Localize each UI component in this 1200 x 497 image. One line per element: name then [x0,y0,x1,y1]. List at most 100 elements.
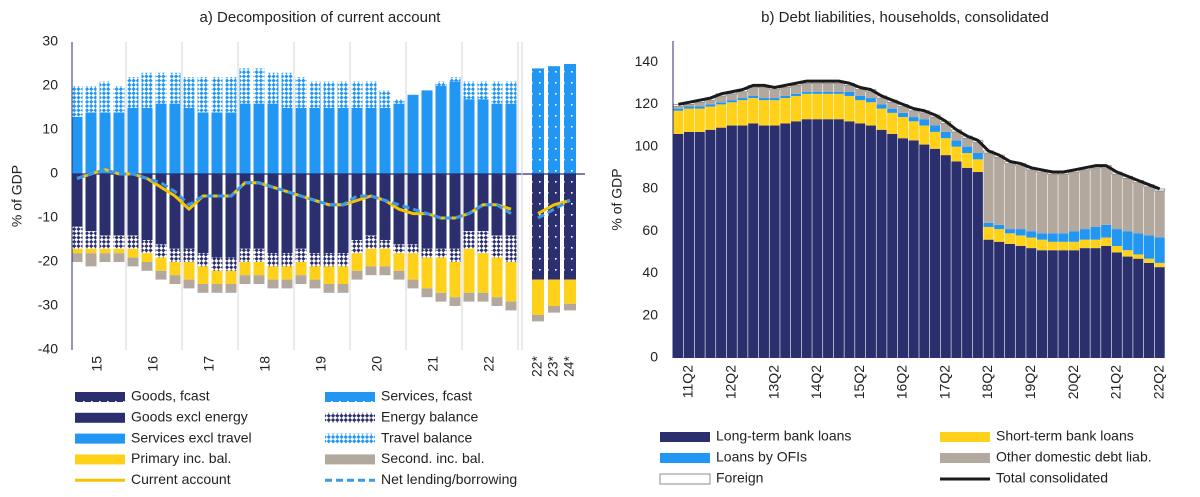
y-tick-label: 30 [42,33,58,49]
bar-segment [99,174,111,236]
bar-segment [211,284,223,293]
bar-segment [994,241,1005,358]
bar-segment [844,121,855,358]
bar-segment [99,235,111,249]
bar-segment [1122,231,1133,251]
bar-segment [449,297,461,306]
bar-segment [253,174,265,249]
y-tick-label: 0 [50,165,58,181]
bar-segment [267,103,279,174]
bar-segment [393,270,405,280]
bar-segment [169,262,181,276]
bar-segment [532,68,544,174]
bar-segment [548,66,560,174]
bar-segment [683,106,695,109]
bar-segment [421,288,433,298]
legend-label: Other domestic debt liab. [996,449,1152,465]
bar-segment [267,72,279,104]
bar-segment [833,91,844,94]
bar-segment [726,102,737,126]
bar-segment [823,119,834,359]
bar-segment [239,275,251,284]
bar-segment [491,297,503,306]
bar-segment [85,253,97,267]
year-label: 22 [481,356,497,372]
y-tick-label: -40 [38,341,58,357]
bar-segment [1154,267,1165,358]
bar-segment [673,106,684,109]
bar-segment [780,123,791,358]
bar-segment [505,81,517,104]
legend-label: Long-term bank loans [716,428,851,444]
bar-segment [876,104,887,109]
bar-segment [295,108,307,174]
bar-segment [463,81,475,100]
bar-segment [127,174,139,236]
bar-segment [127,257,139,267]
bar-segment [972,142,983,154]
bar-segment [71,248,83,254]
bar-segment [197,284,209,293]
bar-segment [1143,186,1155,236]
bar-segment [833,93,844,120]
bar-segment [491,81,503,104]
bar-segment [919,112,930,120]
bar-segment [887,102,898,109]
bar-segment [983,239,994,358]
bar-segment [780,98,791,124]
bar-segment [940,138,951,156]
bar-segment [225,257,237,271]
bar-segment [281,72,293,108]
bar-segment [844,91,855,96]
bar-segment [281,279,293,289]
bar-segment [683,131,695,358]
bar-segment [1015,165,1026,230]
bar-segment [1069,172,1080,232]
bar-segment [169,275,181,284]
bar-segment [1026,231,1037,238]
bar-segment [407,94,419,174]
chart-title: a) Decomposition of current account [200,9,442,26]
bar-segment [379,174,391,240]
bar-segment [1004,229,1015,234]
bar-segment [267,279,279,289]
bar-segment [463,174,475,232]
bar-segment [564,303,576,311]
bar-segment [463,99,475,174]
bar-segment [309,279,321,289]
bar-segment [726,93,737,101]
bar-segment [769,98,780,101]
bar-segment [435,248,447,258]
bar-segment [865,102,876,126]
bar-segment [548,306,560,313]
bar-segment [1133,254,1144,259]
bar-segment [1036,250,1048,358]
bar-segment [1090,239,1101,249]
bar-segment [812,91,823,94]
bar-segment [694,102,705,107]
bar-segment [1122,178,1133,232]
bar-segment [267,253,279,267]
bar-segment [183,77,195,108]
bar-segment [548,279,560,306]
bar-segment [1015,245,1026,358]
bar-segment [365,266,377,276]
legend-label: Energy balance [381,409,479,425]
bar-segment [183,262,195,280]
y-tick-label: 80 [642,180,658,196]
bar-segment [393,244,405,254]
bar-segment [1069,231,1080,242]
y-tick-label: 60 [642,222,658,238]
bar-segment [929,131,941,149]
bar-segment [99,112,111,174]
x-tick-label: 16Q2 [894,365,910,399]
bar-segment [1101,224,1112,238]
year-label: 18 [257,356,273,372]
bar-segment [1015,235,1026,246]
bar-segment [253,68,265,104]
bar-segment [211,257,223,271]
bar-segment [309,253,321,267]
bar-segment [197,112,209,174]
bar-segment [716,95,727,103]
